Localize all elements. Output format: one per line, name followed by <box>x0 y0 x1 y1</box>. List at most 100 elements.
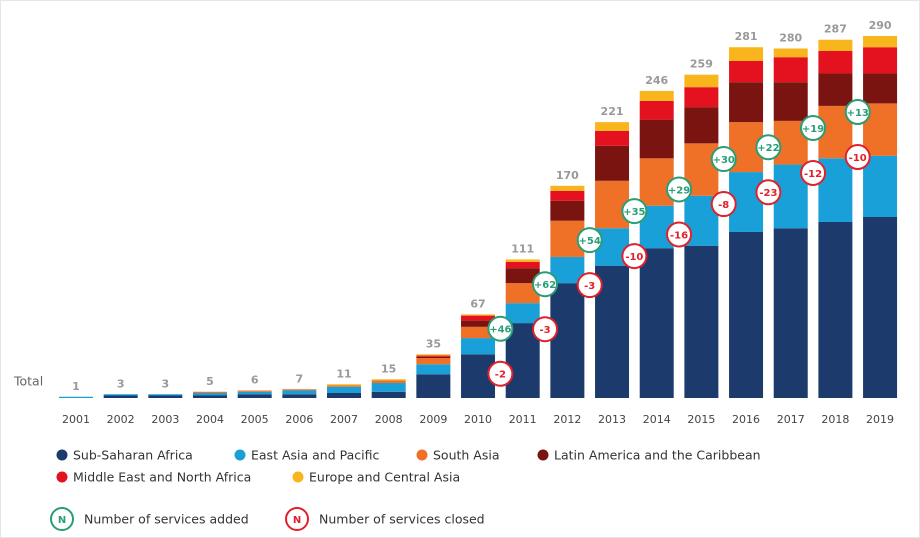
added-marker <box>576 227 603 254</box>
legend-label: Sub-Saharan Africa <box>73 448 193 463</box>
bar-segment <box>818 73 853 106</box>
closed-label: -16 <box>670 230 688 241</box>
bar-segment <box>416 356 451 359</box>
x-tick-label: 2008 <box>375 413 403 426</box>
x-tick-label: 2012 <box>553 413 581 426</box>
x-tick-label: 2011 <box>509 413 537 426</box>
x-tick-label: 2004 <box>196 413 224 426</box>
closed-marker <box>532 316 559 343</box>
bar-segment <box>416 358 451 365</box>
bar-segment <box>818 39 853 51</box>
closed-marker <box>621 243 648 270</box>
bar-segment <box>773 228 808 398</box>
bar-segment <box>684 74 719 88</box>
bar-segment <box>282 394 317 398</box>
closed-label: -2 <box>495 370 506 381</box>
bar-segment <box>193 393 228 396</box>
bar-segment <box>729 60 764 83</box>
total-value: 6 <box>251 374 259 387</box>
bar-segment <box>595 130 630 146</box>
bar-segment <box>818 221 853 398</box>
x-tick-label: 2002 <box>107 413 135 426</box>
legend-symbol-text: N <box>58 515 66 526</box>
bar-segment <box>193 391 228 394</box>
bar-segment <box>550 200 585 221</box>
legend-label: East Asia and Pacific <box>251 448 379 463</box>
x-tick-label: 2010 <box>464 413 492 426</box>
legend-swatch <box>292 471 304 483</box>
bar-segment <box>148 394 183 396</box>
closed-label: -10 <box>625 252 643 263</box>
added-marker <box>710 146 737 173</box>
legend-label: Number of services added <box>84 512 249 527</box>
closed-label: -3 <box>584 281 595 292</box>
added-label: +46 <box>489 325 511 336</box>
legend-symbol <box>50 507 74 531</box>
bar-segment <box>237 394 272 398</box>
bar-segment <box>237 391 272 395</box>
legend-label: Europe and Central Asia <box>309 470 460 485</box>
bar-segment <box>148 395 183 398</box>
legend-swatch <box>56 471 68 483</box>
legend-swatch <box>56 449 68 461</box>
closed-marker <box>710 191 737 218</box>
bar-segment <box>461 315 496 321</box>
added-label: +19 <box>802 124 824 135</box>
total-value: 7 <box>296 372 304 385</box>
legend-label: Number of services closed <box>319 512 485 527</box>
added-label: +29 <box>668 185 690 196</box>
legend-swatch <box>416 449 428 461</box>
bar-segment <box>639 119 674 159</box>
added-marker <box>844 99 871 126</box>
closed-marker <box>844 144 871 171</box>
closed-label: -10 <box>849 153 867 164</box>
total-value: 67 <box>470 297 485 310</box>
added-label: +22 <box>757 143 779 154</box>
total-value: 170 <box>556 169 579 182</box>
bar-segment <box>863 73 898 104</box>
total-value: 35 <box>426 337 441 350</box>
bar-segment <box>639 248 674 398</box>
bar-segment <box>416 354 451 356</box>
bar-segment <box>684 245 719 398</box>
bar-segment <box>684 107 719 144</box>
added-label: +62 <box>534 280 556 291</box>
added-label: +30 <box>713 155 735 166</box>
total-value: 246 <box>645 74 668 87</box>
added-marker <box>532 271 559 298</box>
bar-segment <box>461 320 496 327</box>
bar-segment <box>505 283 540 304</box>
bar-segment <box>327 393 362 398</box>
bar-segment <box>193 395 228 398</box>
bar-segment <box>729 82 764 123</box>
bar-segment <box>371 379 406 381</box>
bar-segment <box>282 389 317 391</box>
legend-label: South Asia <box>433 448 500 463</box>
total-value: 1 <box>72 380 80 393</box>
legend-swatch <box>234 449 246 461</box>
x-tick-label: 2019 <box>866 413 894 426</box>
closed-label: -8 <box>718 200 729 211</box>
added-marker <box>800 114 827 141</box>
closed-label: -12 <box>804 169 822 180</box>
bar-segment <box>505 303 540 324</box>
bar-segment <box>461 314 496 316</box>
bar-segment <box>505 261 540 269</box>
bar-segment <box>639 90 674 101</box>
total-value: 3 <box>162 377 170 390</box>
total-value: 287 <box>824 23 847 36</box>
bar-segment <box>595 145 630 181</box>
total-value: 111 <box>511 242 534 255</box>
bar-segment <box>416 364 451 375</box>
bar-segment <box>818 50 853 74</box>
added-marker <box>666 176 693 203</box>
total-value: 281 <box>735 30 758 43</box>
added-label: +54 <box>579 236 601 247</box>
added-marker <box>755 134 782 161</box>
bar-segment <box>327 384 362 386</box>
total-value: 3 <box>117 377 125 390</box>
bar-segment <box>639 100 674 120</box>
added-marker <box>621 198 648 225</box>
